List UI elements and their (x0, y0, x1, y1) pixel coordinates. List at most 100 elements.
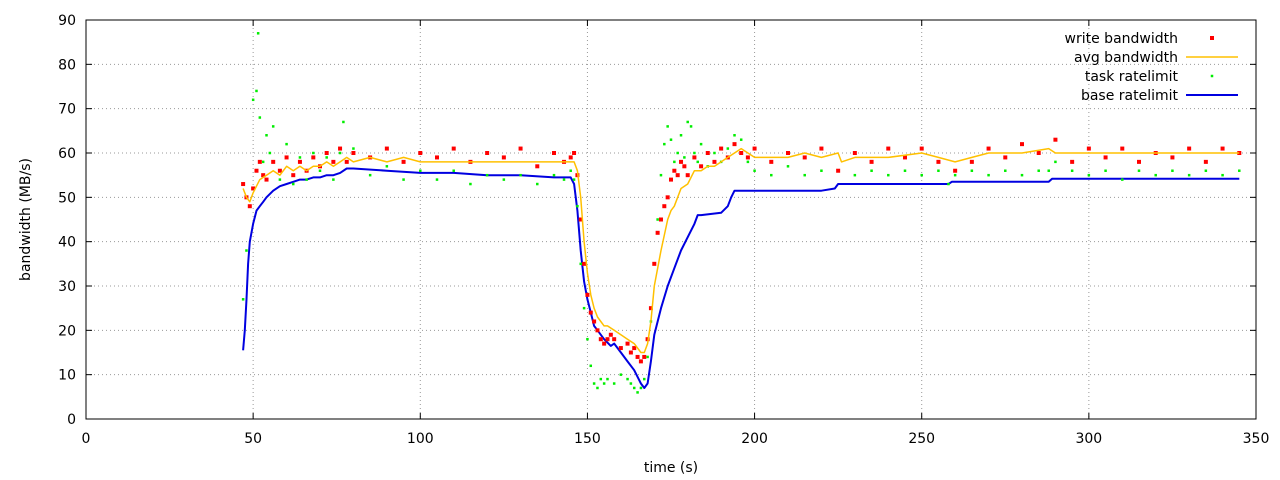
data-point-write-bandwidth (485, 151, 490, 155)
data-point-task-ratelimit (1121, 178, 1124, 181)
data-point-task-ratelimit (693, 151, 696, 155)
data-point-write-bandwidth (625, 341, 630, 346)
data-point-write-bandwidth (1070, 159, 1075, 164)
data-point-write-bandwidth (969, 159, 974, 164)
data-point-task-ratelimit (686, 120, 689, 124)
data-point-task-ratelimit (342, 120, 345, 124)
legend-swatch-write-bandwidth (1210, 36, 1214, 40)
data-point-task-ratelimit (435, 178, 439, 181)
data-point-task-ratelimit (646, 355, 649, 359)
data-point-task-ratelimit (256, 32, 260, 35)
data-point-task-ratelimit (352, 147, 355, 150)
data-point-task-ratelimit (268, 151, 272, 155)
x-tick-label: 200 (741, 431, 768, 447)
series-write-bandwidth (241, 137, 1242, 364)
data-point-write-bandwidth (552, 151, 556, 155)
y-tick-label: 90 (58, 13, 76, 29)
data-point-write-bandwidth (662, 204, 667, 209)
data-point-task-ratelimit (629, 382, 633, 385)
data-point-task-ratelimit (305, 178, 308, 181)
data-point-write-bandwidth (1020, 142, 1024, 147)
data-point-write-bandwidth (595, 328, 600, 333)
data-point-task-ratelimit (1037, 169, 1040, 172)
x-axis-label: time (s) (644, 460, 698, 476)
data-point-task-ratelimit (887, 173, 890, 177)
data-point-write-bandwidth (592, 319, 597, 324)
data-point-write-bandwidth (986, 146, 991, 151)
data-point-task-ratelimit (586, 337, 589, 341)
data-point-write-bandwidth (451, 146, 456, 151)
data-point-write-bandwidth (568, 155, 573, 160)
data-point-task-ratelimit (1070, 169, 1074, 172)
x-tick-label: 50 (244, 431, 262, 447)
data-point-write-bandwidth (344, 159, 349, 164)
y-tick-label: 0 (67, 412, 76, 428)
data-point-write-bandwidth (802, 155, 807, 160)
data-point-write-bandwidth (1120, 146, 1125, 151)
data-point-write-bandwidth (669, 177, 673, 182)
data-point-write-bandwidth (1103, 155, 1108, 160)
data-point-write-bandwidth (582, 261, 587, 266)
data-point-task-ratelimit (278, 178, 282, 181)
data-point-task-ratelimit (920, 173, 923, 177)
data-point-task-ratelimit (592, 382, 596, 385)
data-point-write-bandwidth (257, 159, 262, 164)
y-tick-label: 80 (58, 57, 76, 73)
data-point-write-bandwidth (732, 142, 737, 147)
data-point-task-ratelimit (820, 169, 823, 172)
data-point-write-bandwidth (745, 155, 750, 160)
x-tick-label: 300 (1075, 431, 1102, 447)
data-point-write-bandwidth (886, 146, 891, 151)
data-point-task-ratelimit (673, 160, 676, 164)
data-point-write-bandwidth (712, 159, 717, 164)
data-point-task-ratelimit (870, 169, 873, 172)
data-point-write-bandwidth (585, 292, 590, 297)
data-point-task-ratelimit (947, 182, 950, 186)
data-point-task-ratelimit (1087, 173, 1091, 177)
data-point-task-ratelimit (696, 160, 699, 164)
data-point-task-ratelimit (292, 182, 295, 186)
data-point-task-ratelimit (562, 178, 566, 181)
data-point-write-bandwidth (435, 155, 439, 160)
data-point-task-ratelimit (970, 169, 974, 172)
data-point-task-ratelimit (903, 169, 907, 172)
data-point-task-ratelimit (733, 134, 736, 137)
data-point-write-bandwidth (612, 337, 617, 342)
data-point-write-bandwidth (338, 146, 343, 151)
data-point-task-ratelimit (285, 142, 288, 146)
data-point-task-ratelimit (656, 218, 659, 221)
data-point-write-bandwidth (331, 159, 336, 164)
data-point-task-ratelimit (265, 134, 268, 137)
data-point-write-bandwidth (919, 146, 924, 151)
data-point-write-bandwidth (665, 195, 670, 200)
data-point-write-bandwidth (628, 350, 633, 355)
data-point-write-bandwidth (658, 217, 663, 222)
data-point-task-ratelimit (666, 125, 669, 128)
series-avg-bandwidth (242, 147, 1240, 354)
data-point-task-ratelimit (770, 173, 773, 177)
data-point-write-bandwidth (953, 168, 958, 173)
data-point-task-ratelimit (953, 173, 957, 177)
series-line-base-ratelimit (242, 167, 1240, 389)
data-point-task-ratelimit (569, 169, 572, 172)
data-point-write-bandwidth (598, 337, 603, 342)
data-point-write-bandwidth (719, 146, 724, 151)
data-point-write-bandwidth (618, 346, 623, 351)
data-point-write-bandwidth (852, 151, 857, 155)
y-tick-label: 10 (58, 368, 76, 384)
data-point-task-ratelimit (937, 169, 940, 172)
data-point-task-ratelimit (255, 89, 258, 93)
data-point-write-bandwidth (572, 151, 577, 155)
data-point-write-bandwidth (277, 168, 282, 173)
data-point-task-ratelimit (502, 178, 506, 181)
data-point-task-ratelimit (245, 249, 248, 252)
data-point-write-bandwidth (1053, 137, 1058, 142)
data-point-write-bandwidth (1187, 146, 1192, 151)
data-point-write-bandwidth (297, 159, 302, 164)
data-point-task-ratelimit (519, 173, 522, 177)
data-point-task-ratelimit (606, 377, 609, 381)
data-point-write-bandwidth (679, 159, 684, 164)
data-point-task-ratelimit (572, 178, 576, 181)
data-point-write-bandwidth (605, 337, 610, 342)
